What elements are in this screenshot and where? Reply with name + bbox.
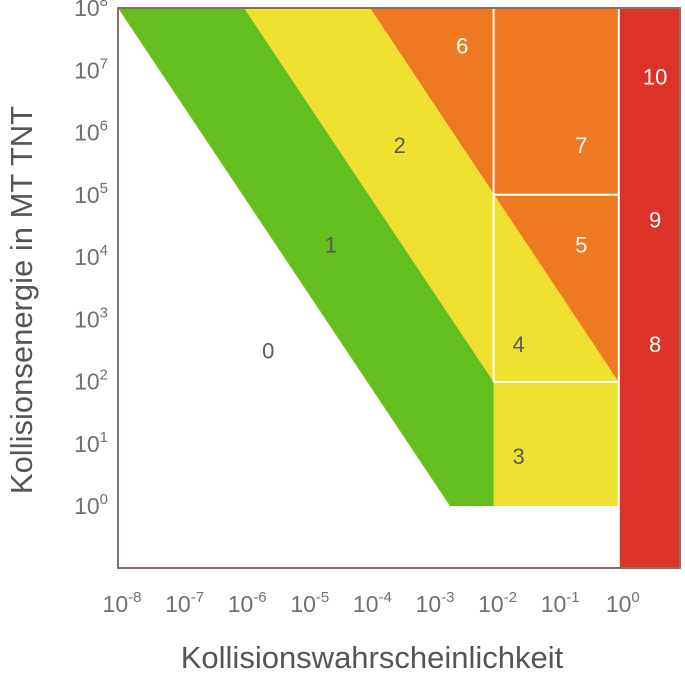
x-tick-exponent: -6 [253, 589, 266, 606]
zone-label-2: 2 [394, 133, 406, 158]
y-tick-label: 102 [74, 367, 108, 395]
y-tick-exponent: 6 [100, 118, 108, 135]
zone-label-9: 9 [649, 208, 661, 233]
x-tick-label: 10-5 [290, 589, 329, 617]
y-tick-label: 100 [74, 491, 108, 519]
zone-label-6: 6 [456, 33, 468, 58]
zone-boundaries [492, 8, 620, 568]
x-tick-label: 10-1 [541, 589, 580, 617]
x-tick-base: 10 [606, 591, 632, 617]
x-tick-label: 10-4 [353, 589, 392, 617]
x-tick-label: 10-8 [103, 589, 142, 617]
x-tick-exponent: -5 [316, 589, 329, 606]
y-tick-exponent: 4 [100, 242, 108, 259]
zone-8-10-fill [618, 8, 680, 568]
y-tick-exponent: 8 [100, 0, 108, 10]
x-tick-label: 10-6 [228, 589, 267, 617]
y-tick-label: 107 [74, 55, 108, 83]
x-tick-label: 10-7 [165, 589, 204, 617]
x-tick-base: 10 [478, 591, 504, 617]
y-tick-base: 10 [74, 57, 100, 83]
x-tick-base: 10 [353, 591, 379, 617]
y-tick-exponent: 3 [100, 304, 108, 321]
y-tick-base: 10 [74, 182, 100, 208]
y-axis-title: Kollisionsenergie in MT TNT [4, 106, 39, 494]
zone-label-0: 0 [262, 338, 274, 363]
y-tick-exponent: 0 [100, 491, 108, 508]
x-tick-label: 10-3 [416, 589, 455, 617]
x-tick-exponent: 0 [631, 589, 639, 606]
x-axis-title: Kollisionswahrscheinlichkeit [181, 640, 564, 673]
y-tick-label: 101 [74, 429, 108, 457]
zone-label-10: 10 [643, 64, 667, 89]
y-tick-base: 10 [74, 0, 100, 21]
zone-fills [118, 8, 680, 568]
y-tick-base: 10 [74, 120, 100, 146]
y-tick-exponent: 5 [100, 180, 108, 197]
zone-label-5: 5 [575, 233, 587, 258]
x-tick-base: 10 [541, 591, 567, 617]
x-tick-label: 100 [606, 589, 640, 617]
y-tick-exponent: 7 [100, 55, 108, 72]
y-tick-label: 106 [74, 118, 108, 146]
x-tick-base: 10 [416, 591, 442, 617]
y-tick-exponent: 1 [100, 429, 108, 446]
x-tick-base: 10 [103, 591, 129, 617]
y-tick-exponent: 2 [100, 367, 108, 384]
x-tick-base: 10 [228, 591, 254, 617]
y-tick-label: 108 [74, 0, 108, 21]
x-tick-exponent: -4 [379, 589, 392, 606]
zone-label-7: 7 [575, 133, 587, 158]
x-tick-base: 10 [165, 591, 191, 617]
y-tick-base: 10 [74, 244, 100, 270]
x-tick-labels: 10-8 10-7 10-6 10-5 10-4 10-3 10-2 10-1 100 [103, 589, 640, 617]
y-tick-label: 105 [74, 180, 108, 208]
zone-label-8: 8 [649, 332, 661, 357]
y-tick-base: 10 [74, 493, 100, 519]
y-tick-label: 104 [74, 242, 108, 270]
zone-3-fill [493, 382, 619, 506]
y-tick-base: 10 [74, 431, 100, 457]
zone-label-4: 4 [513, 332, 525, 357]
y-tick-label: 103 [74, 304, 108, 332]
zone-1-fill [118, 8, 494, 506]
x-tick-exponent: -8 [128, 589, 141, 606]
x-tick-exponent: -2 [504, 589, 517, 606]
x-tick-exponent: -3 [441, 589, 454, 606]
x-tick-base: 10 [290, 591, 316, 617]
plot-frame [117, 7, 681, 569]
y-tick-base: 10 [74, 369, 100, 395]
x-tick-exponent: -1 [566, 589, 579, 606]
zone-label-3: 3 [513, 444, 525, 469]
x-tick-exponent: -7 [191, 589, 204, 606]
zone-labels: 0 1 2 3 4 5 6 7 8 9 10 [262, 33, 667, 469]
zone-label-1: 1 [325, 233, 337, 258]
x-tick-label: 10-2 [478, 589, 517, 617]
y-tick-base: 10 [74, 306, 100, 332]
